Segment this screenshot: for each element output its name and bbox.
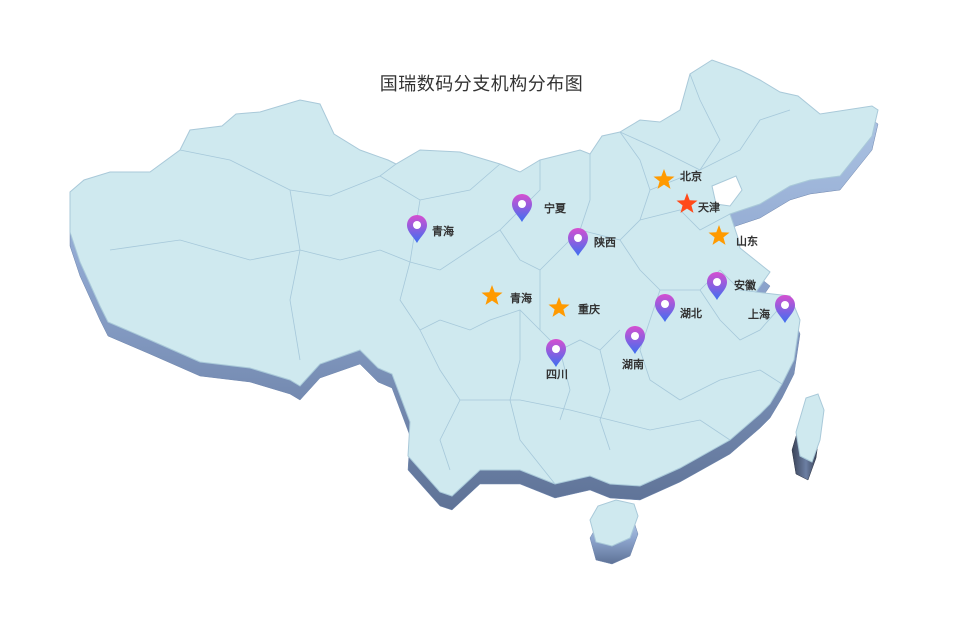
pin-marker[interactable]: 湖北: [655, 294, 702, 322]
hainan-island: [589, 499, 639, 547]
star-marker[interactable]: 北京: [653, 169, 703, 189]
pin-marker[interactable]: 安徽: [707, 272, 757, 300]
star-icon: [708, 225, 730, 245]
pin-label: 宁夏: [544, 201, 567, 215]
pin-center-dot: [781, 301, 789, 309]
star-label: 重庆: [578, 302, 600, 316]
star-label: 天津: [698, 200, 720, 214]
bohai-sea: [711, 175, 743, 207]
pin-marker[interactable]: 青海: [407, 215, 454, 243]
pin-label: 四川: [546, 368, 568, 381]
mainland-top: [69, 59, 879, 497]
pin-center-dot: [713, 278, 721, 286]
pin-center-dot: [413, 221, 421, 229]
star-marker[interactable]: 天津: [676, 193, 721, 214]
pin-center-dot: [552, 345, 560, 353]
star-marker[interactable]: 重庆: [548, 297, 601, 317]
pin-center-dot: [518, 200, 526, 208]
star-label: 山东: [736, 234, 758, 248]
pin-marker[interactable]: 陕西: [568, 228, 616, 256]
pin-center-dot: [574, 234, 582, 242]
pin-marker[interactable]: 上海: [748, 295, 795, 323]
star-marker[interactable]: 山东: [708, 225, 759, 248]
taiwan-island: [795, 393, 825, 463]
star-icon: [481, 285, 503, 305]
pin-center-dot: [631, 332, 639, 340]
star-label: 北京: [680, 169, 702, 183]
star-marker[interactable]: 青海: [481, 285, 533, 305]
pin-label: 上海: [748, 307, 770, 321]
pin-marker[interactable]: 宁夏: [512, 194, 567, 222]
pin-marker[interactable]: 湖南: [622, 326, 645, 371]
map-title: 国瑞数码分支机构分布图: [379, 74, 584, 95]
star-icon: [676, 193, 698, 213]
province-boundaries: [109, 73, 791, 485]
pin-marker[interactable]: 四川: [546, 339, 568, 381]
star-label: 青海: [510, 291, 532, 305]
pin-center-dot: [661, 300, 669, 308]
pin-label: 青海: [432, 224, 454, 238]
pin-label: 湖南: [622, 357, 644, 371]
star-icon: [548, 297, 570, 317]
pin-label: 陕西: [594, 235, 616, 249]
pin-label: 安徽: [734, 278, 757, 292]
star-icon: [653, 169, 675, 189]
pin-label: 湖北: [680, 306, 702, 320]
